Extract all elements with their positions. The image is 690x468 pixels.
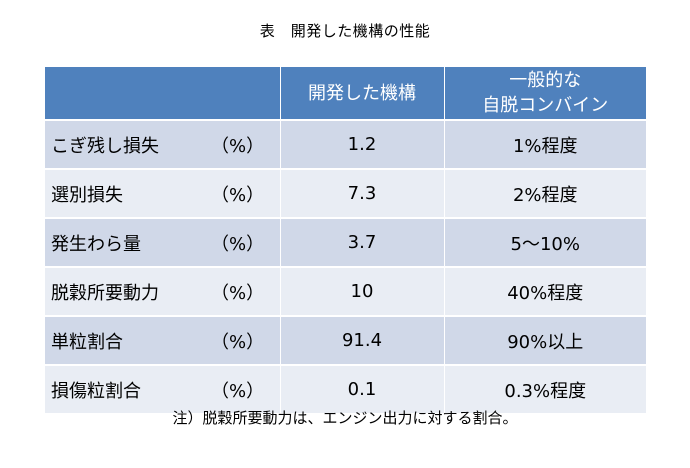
header-developed: 開発した機構 [280,67,445,120]
row-general-value: 40%程度 [443,266,646,316]
row-developed-value: 3.7 [279,217,444,267]
row-item: 脱穀所要動力 [45,266,209,316]
row-general-value: 90%以上 [443,315,646,365]
row-developed-value: 91.4 [279,315,444,365]
row-developed-value: 10 [279,266,444,316]
table-title: 表 開発した機構の性能 [259,22,431,40]
row-unit: （%） [209,315,280,365]
table-row: こぎ残し損失 （%） 1.2 1%程度 [45,119,646,169]
header-row: 開発した機構 一般的な 自脱コンバイン [45,67,646,120]
table-footnote: 注）脱穀所要動力は、エンジン出力に対する割合。 [172,409,518,427]
row-general-value: 5～10% [443,217,646,267]
header-blank-cell [45,67,281,120]
table-row: 脱穀所要動力 （%） 10 40%程度 [45,266,646,316]
table-row: 選別損失 （%） 7.3 2%程度 [45,168,646,218]
performance-table: 開発した機構 一般的な 自脱コンバイン こぎ残し損失 （%） 1.2 1%程度 … [45,67,646,413]
header-general-line2: 自脱コンバイン [482,95,609,116]
header-general-line1: 一般的な [509,70,582,91]
row-item: 損傷粒割合 [45,364,209,413]
row-unit: （%） [209,266,280,316]
row-developed-value: 1.2 [279,119,444,169]
row-developed-value: 0.1 [279,364,444,413]
row-item: こぎ残し損失 [45,119,209,169]
row-item: 単粒割合 [45,315,209,365]
row-general-value: 1%程度 [443,119,646,169]
header-general: 一般的な 自脱コンバイン [444,67,646,120]
table-row: 発生わら量 （%） 3.7 5～10% [45,217,646,267]
row-unit: （%） [209,119,280,169]
row-item: 選別損失 [45,168,209,218]
row-item: 発生わら量 [45,217,209,267]
row-unit: （%） [209,168,280,218]
table-row: 損傷粒割合 （%） 0.1 0.3%程度 [45,364,646,413]
row-unit: （%） [209,217,280,267]
row-developed-value: 7.3 [279,168,444,218]
row-general-value: 2%程度 [443,168,646,218]
row-unit: （%） [209,364,280,413]
table-row: 単粒割合 （%） 91.4 90%以上 [45,315,646,365]
row-general-value: 0.3%程度 [443,364,646,413]
